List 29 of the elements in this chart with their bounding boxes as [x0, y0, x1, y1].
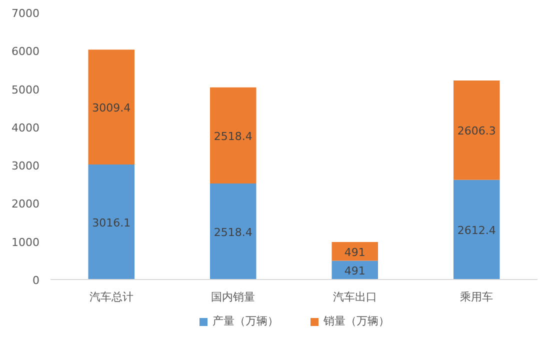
- y-tick-label: 1000: [12, 236, 40, 249]
- data-label: 2518.4: [214, 226, 252, 239]
- y-tick-label: 7000: [12, 7, 40, 20]
- y-tick-label: 4000: [12, 121, 40, 134]
- data-label: 3009.4: [92, 102, 131, 115]
- x-tick-label: 乘用车: [460, 290, 494, 304]
- y-tick-label: 6000: [12, 45, 40, 58]
- x-tick-label: 汽车出口: [332, 290, 377, 304]
- bar: [210, 87, 256, 184]
- bar: [210, 183, 256, 280]
- x-tick-label: 汽车总计: [89, 290, 134, 304]
- data-label: 2612.4: [457, 224, 496, 238]
- bar: [88, 50, 135, 164]
- y-tick-label: 2000: [12, 198, 40, 211]
- data-label: 3016.1: [92, 216, 131, 230]
- bar: [332, 242, 378, 261]
- data-label: 491: [344, 246, 366, 259]
- data-label: 491: [344, 264, 366, 278]
- data-label: 2606.3: [457, 124, 496, 138]
- bar: [453, 80, 500, 180]
- data-label: 2518.4: [214, 130, 252, 143]
- y-tick-label: 5000: [12, 83, 40, 96]
- bar: [453, 180, 500, 280]
- y-tick-label: 3000: [12, 160, 40, 173]
- x-tick-label: 国内销量: [211, 290, 256, 304]
- bar: [88, 164, 135, 280]
- y-tick-label: 0: [32, 274, 40, 287]
- legend-label: 销量（万辆）: [324, 314, 390, 328]
- legend-label: 产量（万辆）: [212, 314, 278, 328]
